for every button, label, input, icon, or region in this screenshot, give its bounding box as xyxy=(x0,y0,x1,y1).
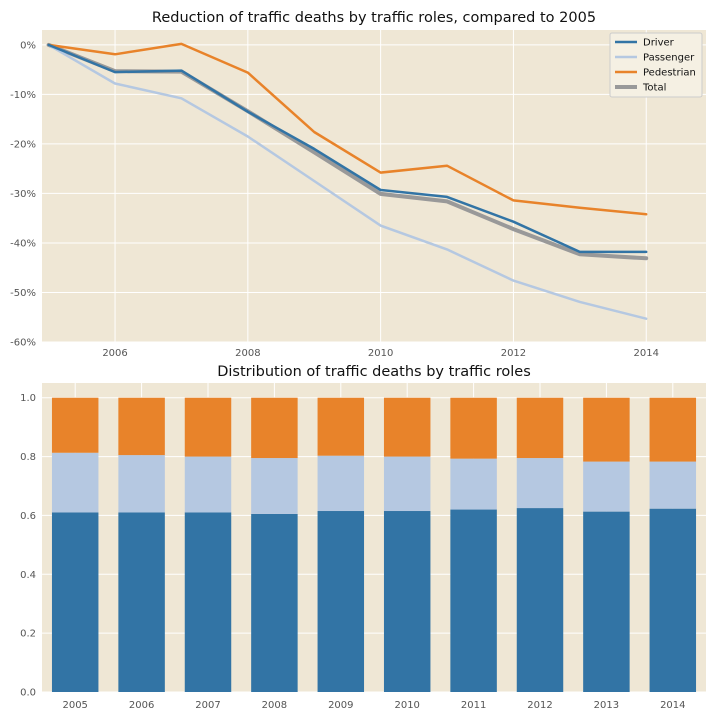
bar-segment-2013-1 xyxy=(583,461,630,512)
x-tick-label: 2008 xyxy=(262,700,287,711)
series-line-driver xyxy=(47,43,648,254)
bar-chart-title: Distribution of traffic deaths by traffi… xyxy=(217,364,531,380)
y-tick-label: -30% xyxy=(10,189,36,200)
legend-label-driver: Driver xyxy=(643,38,675,49)
bar-segment-2006-1 xyxy=(118,455,165,513)
bar-segment-2005-0 xyxy=(51,512,99,692)
x-tick-label: 2010 xyxy=(394,700,419,711)
y-tick-label: -60% xyxy=(10,338,36,349)
bar-segment-2014-1 xyxy=(649,461,697,509)
x-tick-label: 2010 xyxy=(368,348,393,359)
legend-label-total: Total xyxy=(642,83,666,94)
x-tick-label: 2014 xyxy=(660,700,685,711)
y-tick-label: -50% xyxy=(10,288,36,299)
y-tick-label: 1.0 xyxy=(20,393,36,404)
y-tick-label: 0.8 xyxy=(20,452,36,463)
bar-segment-2009-1 xyxy=(317,455,365,512)
x-tick-label: 2007 xyxy=(195,700,220,711)
x-tick-label: 2013 xyxy=(594,700,619,711)
bar-segment-2011-2 xyxy=(450,397,497,459)
x-tick-label: 2012 xyxy=(501,348,526,359)
x-tick-label: 2005 xyxy=(62,700,87,711)
x-tick-label: 2011 xyxy=(461,700,486,711)
series-line-pedestrian xyxy=(47,42,648,216)
series-line-passenger xyxy=(47,43,648,320)
y-tick-label: -40% xyxy=(10,238,36,249)
bar-segment-2008-0 xyxy=(251,513,298,692)
bar-chart-panel: Distribution of traffic deaths by traffi… xyxy=(20,364,706,711)
bar-segment-2012-0 xyxy=(516,508,564,692)
y-tick-label: 0.6 xyxy=(20,511,36,522)
bar-segment-2007-2 xyxy=(184,397,232,457)
line-chart-panel: Reduction of traffic deaths by traffic r… xyxy=(10,10,706,359)
bar-segment-2011-1 xyxy=(450,458,497,510)
x-tick-label: 2008 xyxy=(235,348,260,359)
bar-segment-2008-2 xyxy=(251,397,298,459)
bar-segment-2012-1 xyxy=(516,458,564,509)
x-tick-label: 2014 xyxy=(634,348,659,359)
bar-segment-2009-0 xyxy=(317,511,365,692)
bar-segment-2012-2 xyxy=(516,397,564,459)
bar-segment-2005-2 xyxy=(51,397,99,453)
y-tick-label: 0.2 xyxy=(20,629,36,640)
y-tick-label: -10% xyxy=(10,90,36,101)
bar-segment-2010-2 xyxy=(383,397,431,457)
bar-segment-2014-0 xyxy=(649,508,697,692)
bar-segment-2009-2 xyxy=(317,397,365,456)
x-tick-label: 2006 xyxy=(102,348,127,359)
bar-segment-2014-2 xyxy=(649,397,697,462)
bar-segment-2010-1 xyxy=(383,456,431,512)
bar-segment-2013-0 xyxy=(583,511,630,692)
line-chart-title: Reduction of traffic deaths by traffic r… xyxy=(152,10,596,26)
bar-segment-2010-0 xyxy=(383,511,431,692)
bar-segment-2006-2 xyxy=(118,397,165,456)
bar-segment-2011-0 xyxy=(450,509,497,692)
y-tick-label: -20% xyxy=(10,139,36,150)
bar-segment-2007-0 xyxy=(184,512,232,692)
y-tick-label: 0.0 xyxy=(20,688,36,699)
bar-segment-2006-0 xyxy=(118,512,165,692)
bar-segment-2005-1 xyxy=(51,452,99,513)
x-tick-label: 2009 xyxy=(328,700,353,711)
legend: Driver Passenger Pedestrian Total xyxy=(609,32,703,98)
legend-label-pedestrian: Pedestrian xyxy=(643,68,696,79)
x-tick-label: 2012 xyxy=(527,700,552,711)
y-tick-label: 0.4 xyxy=(20,570,36,581)
bar-segment-2007-1 xyxy=(184,456,232,513)
bar-segment-2008-1 xyxy=(251,458,298,514)
x-tick-label: 2006 xyxy=(129,700,154,711)
y-tick-label: 0% xyxy=(20,40,36,51)
bar-segment-2013-2 xyxy=(583,397,630,462)
legend-box xyxy=(609,32,703,98)
legend-label-passenger: Passenger xyxy=(643,53,695,64)
